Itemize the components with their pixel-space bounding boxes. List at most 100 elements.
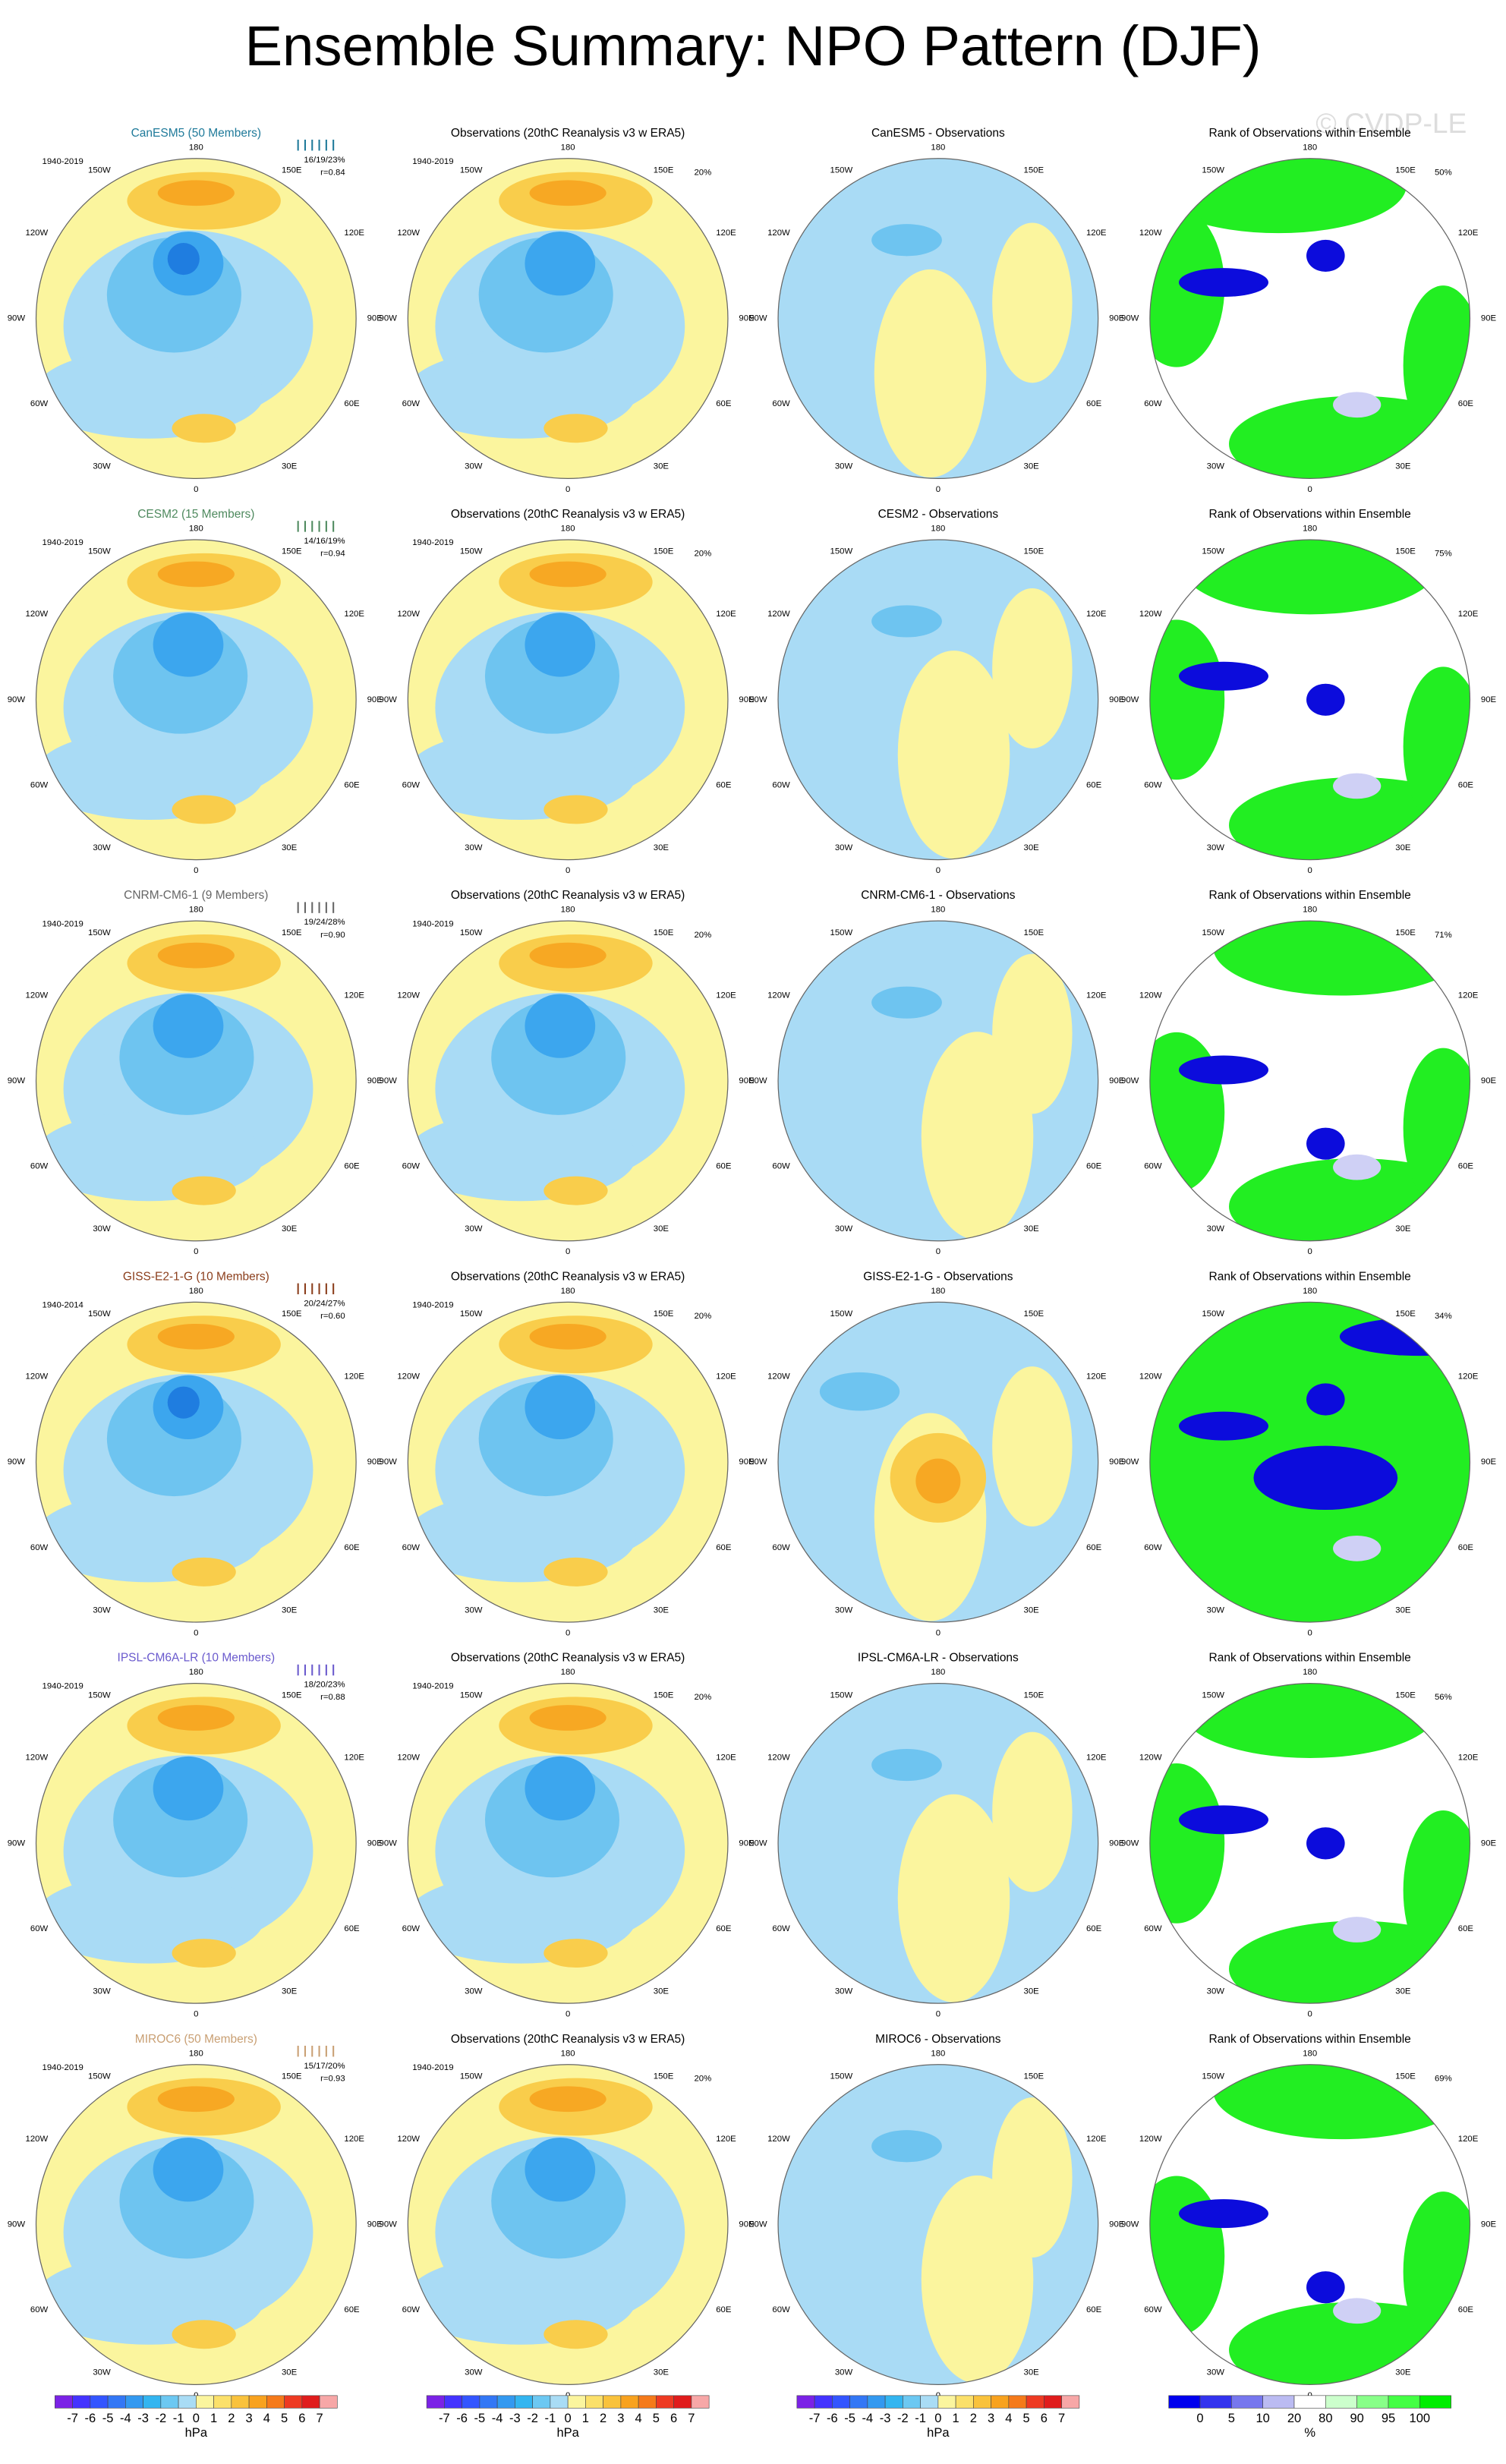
map-outline	[407, 920, 729, 1242]
lon-label: 30W	[93, 843, 111, 852]
map	[408, 539, 728, 860]
lon-label: 30E	[654, 1224, 670, 1234]
lon-label: 60E	[1458, 399, 1474, 408]
lon-label: 120W	[397, 1372, 420, 1382]
contour	[1213, 921, 1470, 996]
colorbar-units: %	[1304, 2425, 1315, 2440]
obs-period: 1940-2019	[412, 1301, 453, 1310]
lon-label: 120W	[767, 1372, 790, 1382]
lon-label: 150W	[460, 1690, 483, 1700]
contour	[1333, 1154, 1382, 1180]
colorbar-box	[991, 2395, 1010, 2409]
colorbar-box	[691, 2395, 710, 2409]
map-outline	[777, 158, 1099, 480]
contour	[172, 795, 236, 824]
lon-label: 150E	[654, 2072, 674, 2081]
lon-label: 30E	[1395, 843, 1411, 852]
map-outline	[1149, 158, 1471, 480]
colorbar-box	[266, 2395, 285, 2409]
lon-label: 150E	[1024, 165, 1044, 175]
lon-label: 120E	[716, 610, 736, 619]
lon-label: 30W	[1207, 1605, 1225, 1615]
lon-label: 150W	[88, 2072, 111, 2081]
colorbar-label: -4	[492, 2411, 503, 2425]
lon-label: 90W	[8, 1076, 26, 1085]
colorbar-label: 4	[1005, 2411, 1012, 2425]
rank-title: Rank of Observations within Ensemble	[1209, 127, 1411, 140]
lon-label: 60W	[1144, 1543, 1162, 1552]
contour	[1178, 268, 1269, 298]
colorbar-label: -3	[509, 2411, 521, 2425]
colorbar-label: 2	[228, 2411, 235, 2425]
lon-label: 90E	[1109, 2220, 1125, 2229]
colorbar-label: -6	[827, 2411, 838, 2425]
lon-label: 150W	[1202, 1690, 1224, 1700]
colorbar-box	[319, 2395, 338, 2409]
diff-title: CNRM-CM6-1 - Observations	[861, 889, 1016, 902]
lon-label: 180	[931, 906, 945, 915]
colorbar-label: 3	[988, 2411, 994, 2425]
correlation: r=0.84	[320, 168, 345, 177]
colorbar-label: -7	[809, 2411, 821, 2425]
contour	[157, 942, 235, 969]
rank-pct: 56%	[1435, 1693, 1452, 1702]
lon-label: 120W	[767, 991, 790, 1000]
lon-label: 30W	[835, 1224, 853, 1234]
map	[1149, 921, 1470, 1241]
lon-label: 60W	[402, 2305, 421, 2314]
lon-label: 150W	[830, 928, 853, 937]
colorbar-label: -7	[439, 2411, 450, 2425]
colorbar-label: 1	[210, 2411, 217, 2425]
contour	[992, 953, 1073, 1114]
contour	[543, 795, 608, 824]
lon-label: 30E	[1024, 1987, 1040, 1996]
lon-label: 90E	[1109, 695, 1125, 704]
lon-label: 90E	[367, 1076, 383, 1085]
contour	[1333, 392, 1382, 418]
model-title: CanESM5 (50 Members)	[131, 127, 261, 140]
colorbar-label: 7	[316, 2411, 323, 2425]
lon-label: 120W	[1139, 1372, 1162, 1382]
lon-label: 30E	[1395, 1224, 1411, 1234]
lon-label: 60W	[772, 780, 790, 789]
lon-label: 150W	[460, 2072, 483, 2081]
lon-label: 90E	[1109, 1457, 1125, 1467]
lon-label: 90W	[380, 1076, 398, 1085]
correlation: r=0.88	[320, 1693, 345, 1702]
obs-pct: 20%	[694, 168, 711, 177]
lon-label: 180	[561, 143, 575, 152]
colorbar-label: 3	[245, 2411, 252, 2425]
lon-label: 120W	[26, 2135, 49, 2144]
map-outline	[777, 1301, 1099, 1623]
map	[1149, 1683, 1470, 2004]
lon-label: 30E	[1024, 843, 1040, 852]
lon-label: 120W	[26, 991, 49, 1000]
lon-label: 180	[1303, 2049, 1317, 2058]
lon-label: 60W	[1144, 399, 1162, 408]
map-outline	[1149, 920, 1471, 1242]
map	[1149, 158, 1470, 479]
rank-pct: 34%	[1435, 1312, 1452, 1321]
contour	[529, 2086, 606, 2113]
contour	[529, 561, 606, 588]
rank-title: Rank of Observations within Ensemble	[1209, 889, 1411, 902]
colorbar-label: 2	[970, 2411, 977, 2425]
lon-label: 180	[1303, 525, 1317, 534]
lon-label: 60W	[30, 1162, 49, 1171]
period: 1940-2014	[43, 1301, 83, 1310]
colorbar-label: -4	[862, 2411, 874, 2425]
map-outline	[777, 1682, 1099, 2004]
lon-label: 90W	[749, 1839, 767, 1848]
colorbar-box	[213, 2395, 232, 2409]
colorbar-box	[1325, 2395, 1357, 2409]
colorbar-label: 5	[653, 2411, 660, 2425]
lon-label: 30E	[654, 1605, 670, 1615]
colorbar-box	[1026, 2395, 1044, 2409]
colorbar-box	[1008, 2395, 1027, 2409]
lon-label: 90W	[8, 2220, 26, 2229]
contour	[172, 414, 236, 443]
colorbar-box	[196, 2395, 214, 2409]
lon-label: 30E	[1395, 2368, 1411, 2377]
map	[1149, 539, 1470, 860]
lon-label: 60E	[716, 780, 732, 789]
